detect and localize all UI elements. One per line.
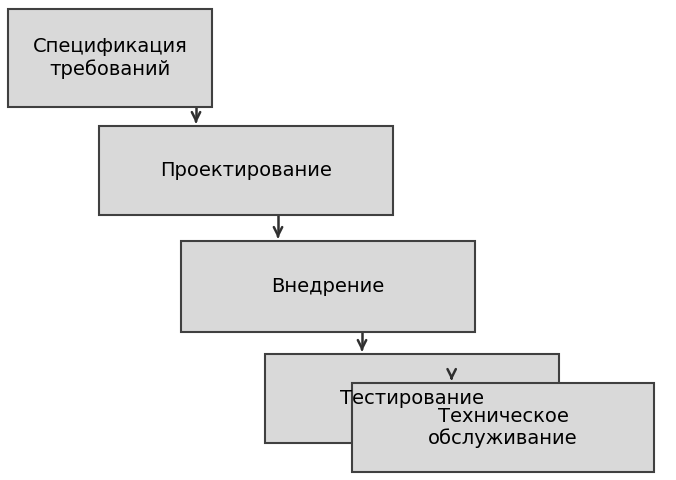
- Text: Внедрение: Внедрение: [271, 277, 385, 296]
- Text: Техническое
обслуживание: Техническое обслуживание: [428, 407, 578, 448]
- Text: Спецификация
требований: Спецификация требований: [32, 37, 187, 79]
- FancyBboxPatch shape: [352, 383, 654, 472]
- FancyBboxPatch shape: [265, 354, 559, 443]
- FancyBboxPatch shape: [8, 9, 212, 107]
- FancyBboxPatch shape: [181, 241, 475, 332]
- Text: Тестирование: Тестирование: [340, 389, 484, 408]
- Text: Проектирование: Проектирование: [160, 161, 332, 180]
- FancyBboxPatch shape: [99, 126, 393, 215]
